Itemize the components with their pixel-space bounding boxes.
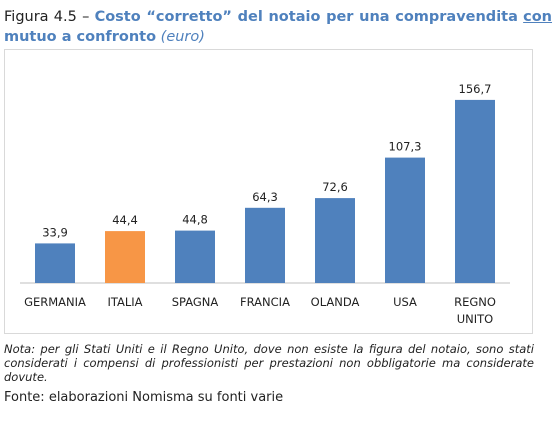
- title-unit: (euro): [160, 29, 205, 45]
- chart-source: Fonte: elaborazioni Nomisma su fonti var…: [4, 390, 284, 405]
- data-label: 72,6: [322, 180, 348, 194]
- category-label: USA: [393, 295, 417, 309]
- category-label: REGNO: [454, 295, 496, 309]
- figure-title: Figura 4.5 – Costo “corretto” del notaio…: [4, 7, 552, 47]
- chart-note: Nota: per gli Stati Uniti e il Regno Uni…: [4, 342, 534, 384]
- category-label: UNITO: [457, 312, 494, 326]
- category-label: ITALIA: [107, 295, 142, 309]
- data-label: 64,3: [252, 190, 278, 204]
- title-main: Costo “corretto” del notaio per una comp…: [94, 9, 518, 25]
- data-label: 44,8: [182, 213, 208, 227]
- category-label: FRANCIA: [240, 295, 290, 309]
- data-label: 107,3: [389, 140, 422, 154]
- data-label: 33,9: [42, 225, 68, 239]
- bar: [315, 198, 355, 283]
- bar: [175, 230, 215, 283]
- title-con: con: [523, 9, 553, 25]
- bar: [385, 157, 425, 283]
- figure-label: Figura 4.5 –: [4, 9, 90, 25]
- bar: [455, 99, 495, 284]
- data-label: 156,7: [459, 82, 492, 96]
- bar: [105, 231, 145, 283]
- data-label: 44,4: [112, 213, 138, 227]
- chart-frame: [4, 49, 533, 334]
- category-label: OLANDA: [311, 295, 360, 309]
- bar-chart: 33,9 GERMANIA 44,4 ITALIA 44,8 SPAGNA 64,3 FRAN…: [20, 82, 510, 326]
- bar: [35, 243, 75, 283]
- category-label: SPAGNA: [172, 295, 219, 309]
- bar: [245, 207, 285, 283]
- title-rest: mutuo a confronto: [4, 29, 157, 45]
- category-label: GERMANIA: [24, 295, 86, 309]
